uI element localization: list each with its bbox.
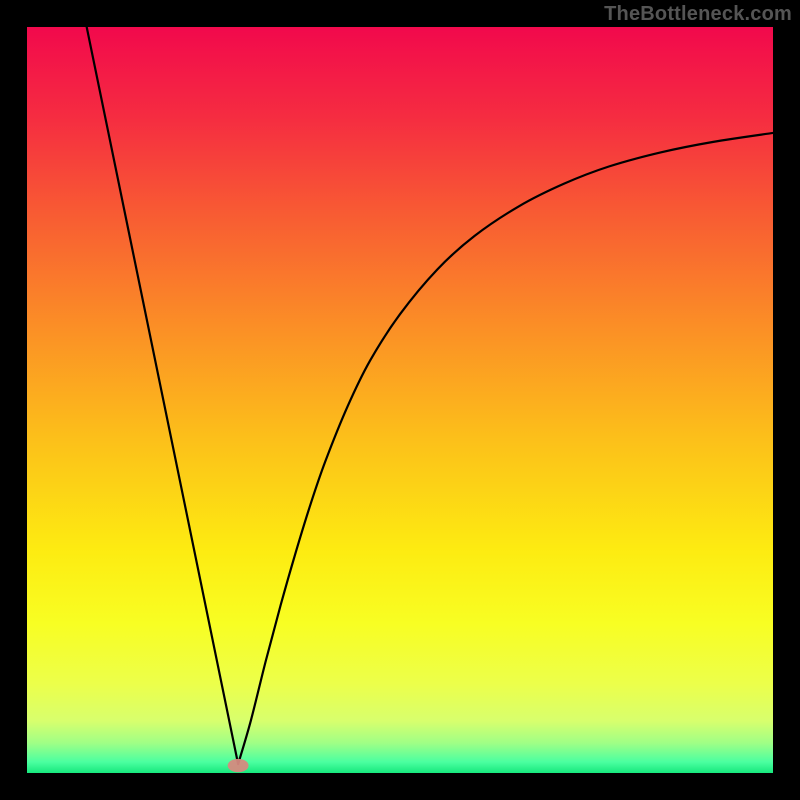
plot-svg bbox=[27, 27, 773, 773]
gradient-background bbox=[27, 27, 773, 773]
plot-area bbox=[27, 27, 773, 773]
minimum-marker bbox=[228, 759, 249, 772]
chart-container: TheBottleneck.com bbox=[0, 0, 800, 800]
watermark-text: TheBottleneck.com bbox=[604, 3, 792, 26]
